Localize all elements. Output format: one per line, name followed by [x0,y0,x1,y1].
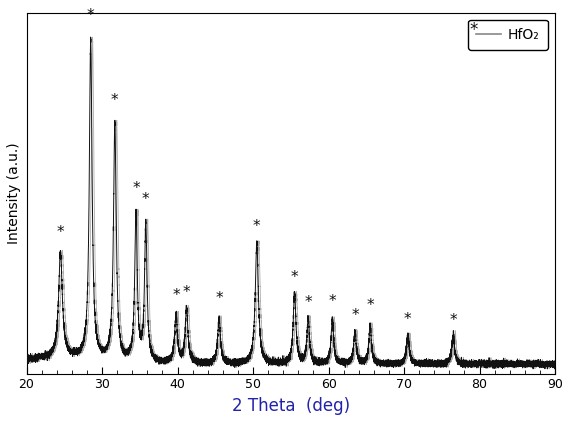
Text: *: * [404,312,412,327]
Text: *: * [291,270,299,284]
Text: *: * [142,192,150,207]
Text: *: * [449,313,457,328]
Text: *: * [304,295,312,310]
Text: *: * [172,288,180,303]
Text: *: * [132,181,140,196]
Text: *: * [111,93,119,108]
Text: *: * [351,308,359,323]
X-axis label: 2 Theta  (deg): 2 Theta (deg) [232,397,350,415]
Y-axis label: Intensity (a.u.): Intensity (a.u.) [7,142,21,244]
Text: *: * [183,285,190,300]
Text: *: * [253,219,260,234]
Text: *: * [367,298,374,314]
Text: *: * [215,291,223,306]
Text: *: * [87,8,95,23]
Text: *: * [328,295,336,309]
Text: *: * [469,21,478,39]
Text: *: * [56,225,64,240]
Legend: HfO₂: HfO₂ [468,19,548,50]
